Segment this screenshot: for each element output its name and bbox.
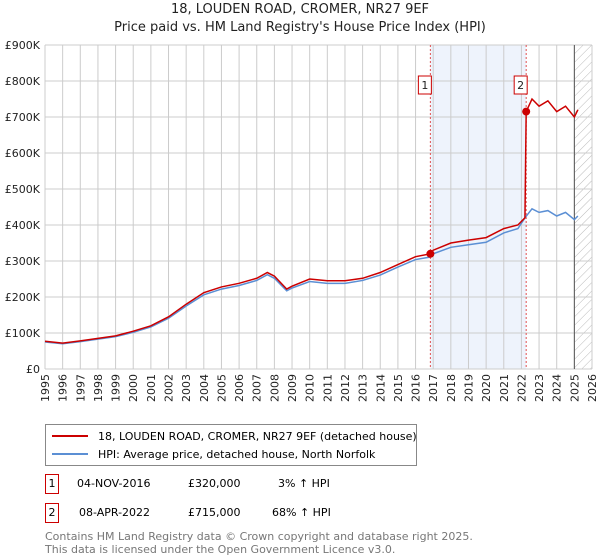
x-tick-label: 1995 (39, 374, 52, 402)
transaction-date: 04-NOV-2016 (77, 477, 151, 490)
footer-licence: This data is licensed under the Open Gov… (45, 543, 396, 556)
marker-badge: 2 (45, 503, 59, 523)
transaction-hpi: 68% ↑ HPI (272, 506, 331, 519)
y-tick-label: £900K (5, 39, 41, 52)
x-tick-label: 2022 (515, 374, 528, 402)
x-tick-label: 2025 (568, 374, 581, 402)
x-tick-label: 2019 (462, 374, 475, 402)
y-tick-label: £400K (5, 219, 41, 232)
x-tick-label: 2017 (427, 374, 440, 402)
hpi-line (44, 207, 579, 345)
shaded-period (430, 45, 527, 369)
x-tick-label: 1998 (92, 374, 105, 402)
x-tick-label: 2014 (374, 374, 387, 402)
y-tick-label: £100K (5, 327, 41, 340)
footer: Contains HM Land Registry data © Crown c… (45, 530, 473, 556)
marker-label: 1 (421, 79, 428, 92)
x-tick-label: 2015 (392, 374, 405, 402)
y-tick-label: £600K (5, 147, 41, 160)
x-tick-label: 2005 (215, 374, 228, 402)
x-tick-label: 2018 (445, 374, 458, 402)
x-tick-label: 2003 (180, 374, 193, 402)
x-tick-label: 2016 (410, 374, 423, 402)
x-tick-label: 2000 (127, 374, 140, 402)
transaction-price: £715,000 (188, 506, 241, 519)
x-tick-label: 2009 (286, 374, 299, 402)
forecast-hatch (574, 45, 592, 369)
x-tick-label: 2006 (233, 374, 246, 402)
y-tick-label: £0 (26, 363, 40, 376)
chart-subtitle: Price paid vs. HM Land Registry's House … (114, 20, 486, 35)
transaction-price: £320,000 (188, 477, 241, 490)
x-tick-label: 2020 (480, 374, 493, 402)
marker-label: 2 (517, 79, 524, 92)
x-tick-label: 2021 (498, 374, 511, 402)
price-chart: 1995 1996 1997 1998 1999 2000 2001 2002 2003 2004… (5, 39, 599, 402)
legend-item-hpi: HPI: Average price, detached house, Nort… (52, 446, 375, 462)
legend-label: HPI: Average price, detached house, Nort… (98, 447, 376, 461)
x-tick-label: 2002 (163, 374, 176, 402)
legend: 18, LOUDEN ROAD, CROMER, NR27 9EF (detac… (45, 424, 417, 466)
y-tick-label: £800K (5, 75, 41, 88)
y-tick-label: £500K (5, 183, 41, 196)
sale-point (426, 249, 435, 258)
transaction-hpi: 3% ↑ HPI (278, 477, 330, 490)
x-tick-label: 2004 (198, 374, 211, 402)
y-tick-label: £300K (5, 255, 41, 268)
marker-box (513, 75, 528, 95)
transaction-row: 2 08-APR-2022 £715,000 68% ↑ HPI (45, 503, 445, 523)
transaction-date: 08-APR-2022 (79, 506, 151, 519)
legend-label: 18, LOUDEN ROAD, CROMER, NR27 9EF (detac… (98, 429, 417, 443)
x-tick-label: 2008 (268, 374, 281, 402)
x-tick-label: 1996 (57, 374, 70, 402)
x-tick-label: 1999 (110, 374, 123, 402)
marker-box (417, 75, 432, 95)
x-tick-label: 1997 (74, 374, 87, 402)
x-tick-label: 2026 (586, 374, 599, 402)
x-tick-label: 2023 (533, 374, 546, 402)
y-tick-label: £700K (5, 111, 41, 124)
footer-copyright: Contains HM Land Registry data © Crown c… (45, 530, 473, 543)
x-tick-label: 2013 (357, 374, 370, 402)
chart-title: 18, LOUDEN ROAD, CROMER, NR27 9EF (170, 2, 430, 17)
x-tick-label: 2012 (339, 374, 352, 402)
transaction-row: 1 04-NOV-2016 £320,000 3% ↑ HPI (45, 474, 445, 494)
x-tick-label: 2010 (304, 374, 317, 402)
sale-point (522, 107, 531, 116)
x-tick-label: 2007 (251, 374, 264, 402)
y-tick-label: £200K (5, 291, 41, 304)
marker-badge: 1 (45, 474, 59, 494)
x-tick-label: 2024 (551, 374, 564, 402)
legend-item-property: 18, LOUDEN ROAD, CROMER, NR27 9EF (detac… (52, 428, 417, 444)
x-tick-label: 2011 (321, 374, 334, 402)
x-tick-label: 2001 (145, 374, 158, 402)
price-paid-line (44, 97, 579, 344)
